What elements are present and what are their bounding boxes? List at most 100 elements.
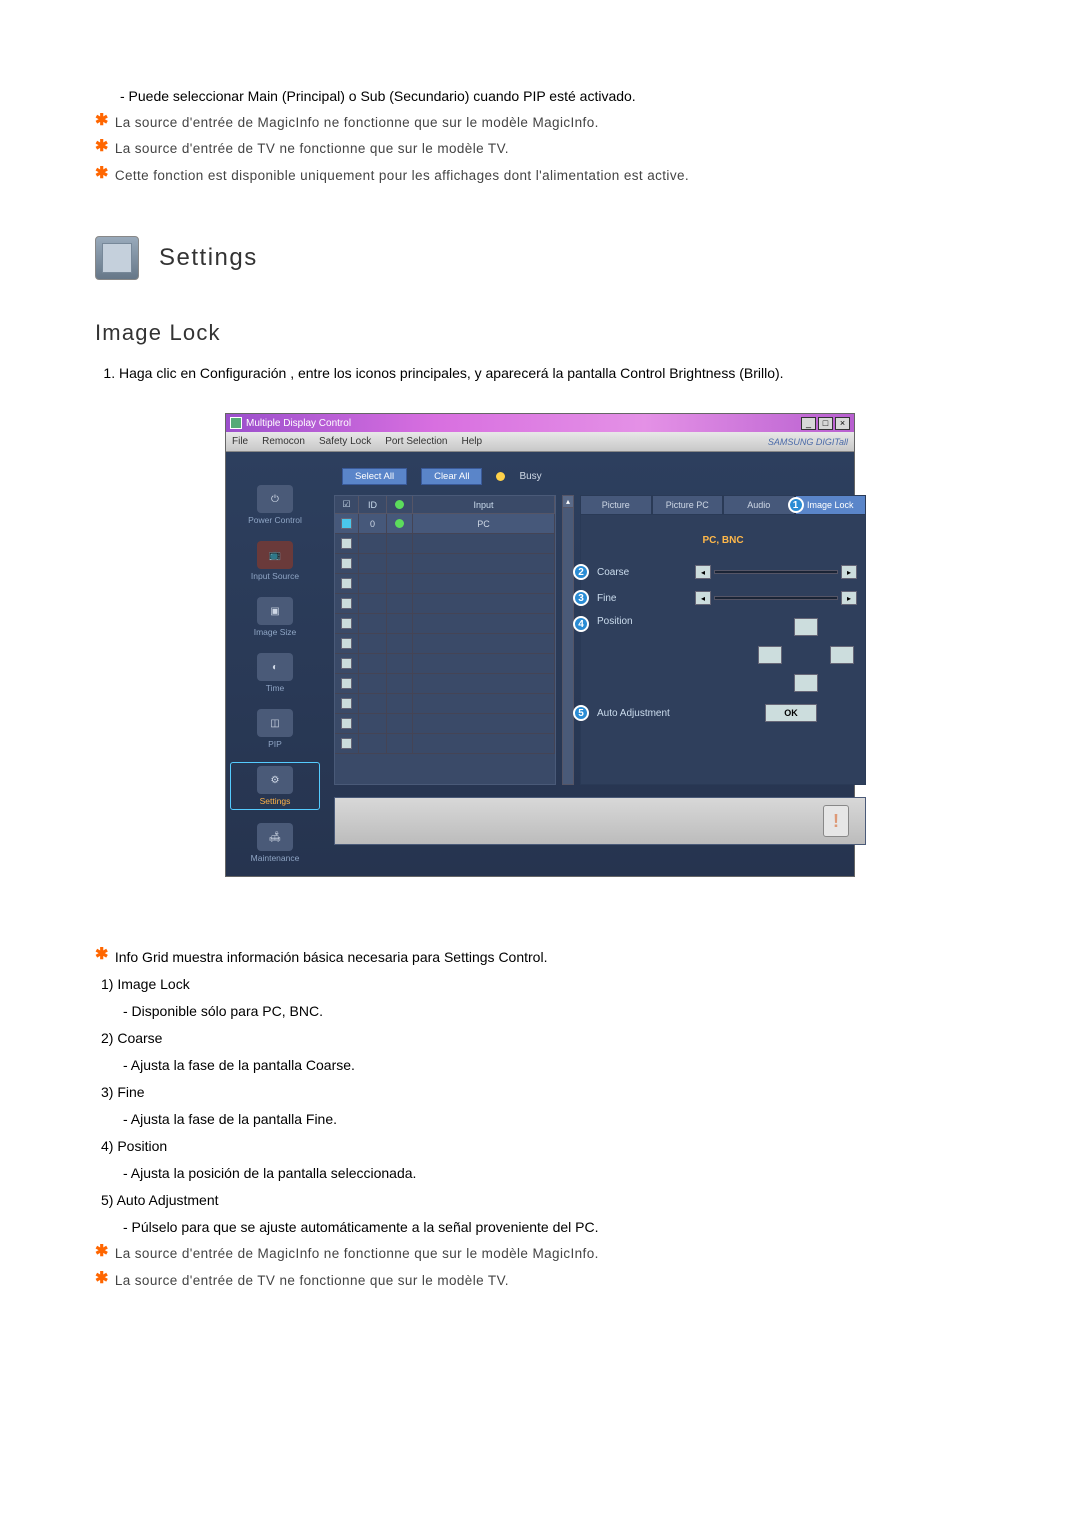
position-right-button[interactable] (830, 646, 854, 664)
subheading-image-lock: Image Lock (95, 320, 985, 346)
coarse-slider[interactable] (714, 570, 838, 574)
fine-increase-button[interactable]: ▸ (841, 591, 857, 605)
grid-scrollbar[interactable]: ▴ (562, 495, 574, 785)
sidebar-item-pip[interactable]: ◫PIP (230, 706, 320, 752)
table-row[interactable] (335, 654, 555, 674)
table-row[interactable] (335, 694, 555, 714)
position-down-button[interactable] (794, 674, 818, 692)
row-checkbox[interactable] (341, 578, 352, 589)
ok-button[interactable]: OK (765, 704, 817, 722)
menu-help[interactable]: Help (461, 436, 482, 447)
star-icon: ✱ (95, 166, 109, 182)
footer-item-num: 3) Fine (95, 1082, 985, 1103)
grid-header-id: ID (359, 496, 387, 513)
row-checkbox[interactable] (341, 558, 352, 569)
fine-slider[interactable] (714, 596, 838, 600)
coarse-decrease-button[interactable]: ◂ (695, 565, 711, 579)
sidebar-item-maintenance[interactable]: 🛋 Maintenance (230, 820, 320, 866)
grid-header-status (387, 496, 413, 513)
marker-4: 4 (573, 616, 589, 632)
sidebar-item-input-source[interactable]: 📺Input Source (230, 538, 320, 584)
menu-remocon[interactable]: Remocon (262, 436, 305, 447)
menu-file[interactable]: File (232, 436, 248, 447)
table-row[interactable] (335, 634, 555, 654)
footer-star-info-text: Info Grid muestra información básica nec… (115, 947, 548, 968)
coarse-increase-button[interactable]: ▸ (841, 565, 857, 579)
busy-indicator-icon (496, 472, 505, 481)
row-checkbox[interactable] (341, 658, 352, 669)
step-1: Haga clic en Configuración , entre los i… (119, 364, 985, 384)
table-row[interactable] (335, 534, 555, 554)
coarse-row: 2 Coarse ◂▸ (589, 564, 857, 580)
intro-star-3-text: Cette fonction est disponible uniquement… (115, 166, 689, 186)
settings-cube-icon (95, 236, 139, 280)
menubar: File Remocon Safety Lock Port Selection … (226, 432, 854, 452)
table-row[interactable] (335, 714, 555, 734)
size-icon: ▣ (257, 597, 293, 625)
row-checkbox[interactable] (341, 538, 352, 549)
menu-port-selection[interactable]: Port Selection (385, 436, 447, 447)
footer-star-info: ✱Info Grid muestra información básica ne… (95, 947, 985, 968)
titlebar: Multiple Display Control _ □ × (226, 414, 854, 432)
fine-decrease-button[interactable]: ◂ (695, 591, 711, 605)
tab-audio[interactable]: Audio (723, 495, 795, 515)
sidebar-item-image-size[interactable]: ▣ Image Size (230, 594, 320, 640)
grid-header-checkbox[interactable]: ☑ (335, 496, 359, 513)
footer-item-sub: - Disponible sólo para PC, BNC. (95, 1001, 985, 1022)
footer-item-num: 4) Position (95, 1136, 985, 1157)
maintenance-icon: 🛋 (257, 823, 293, 851)
grid-header-input: Input (413, 496, 555, 513)
sidebar-label: Time (266, 683, 285, 693)
app-window: Multiple Display Control _ □ × File Remo… (225, 413, 855, 877)
table-row[interactable]: 0 PC (335, 514, 555, 534)
position-label: Position (597, 616, 687, 627)
footer-item-num: 1) Image Lock (95, 974, 985, 995)
close-button[interactable]: × (835, 417, 850, 430)
minimize-button[interactable]: _ (801, 417, 816, 430)
row-checkbox[interactable] (341, 638, 352, 649)
scroll-up-icon[interactable]: ▴ (563, 496, 573, 508)
menu-safety-lock[interactable]: Safety Lock (319, 436, 371, 447)
row-checkbox[interactable] (341, 698, 352, 709)
pip-icon: ◫ (257, 709, 293, 737)
table-row[interactable] (335, 734, 555, 754)
position-up-button[interactable] (794, 618, 818, 636)
select-all-button[interactable]: Select All (342, 468, 407, 485)
maximize-button[interactable]: □ (818, 417, 833, 430)
table-row[interactable] (335, 614, 555, 634)
sidebar-label: Image Size (254, 627, 297, 637)
position-row: 4 Position (589, 616, 857, 694)
power-icon: ⏻ (257, 485, 293, 513)
row-checkbox[interactable] (341, 598, 352, 609)
row-checkbox[interactable] (341, 678, 352, 689)
tab-image-lock[interactable]: 1Image Lock (795, 495, 867, 515)
status-dot-icon (395, 519, 404, 528)
sidebar-item-power-control[interactable]: ⏻Power Control (230, 482, 320, 528)
clear-all-button[interactable]: Clear All (421, 468, 482, 485)
table-row[interactable] (335, 554, 555, 574)
position-left-button[interactable] (758, 646, 782, 664)
tab-picture[interactable]: Picture (580, 495, 652, 515)
intro-star-2-text: La source d'entrée de TV ne fonctionne q… (115, 139, 509, 159)
star-icon: ✱ (95, 113, 109, 129)
sidebar-label: Maintenance (251, 853, 300, 863)
row-checkbox[interactable] (341, 618, 352, 629)
sidebar-item-time[interactable]: ◐ Time (230, 650, 320, 696)
source-label: PC, BNC (589, 535, 857, 546)
star-icon: ✱ (95, 1244, 109, 1260)
intro-star-1: ✱La source d'entrée de MagicInfo ne fonc… (95, 113, 985, 133)
sidebar-item-settings[interactable]: ⚙Settings (230, 762, 320, 810)
time-icon: ◐ (257, 653, 293, 681)
footer-item-sub: - Ajusta la fase de la pantalla Fine. (95, 1109, 985, 1130)
intro-star-2: ✱ La source d'entrée de TV ne fonctionne … (95, 139, 985, 159)
table-row[interactable] (335, 594, 555, 614)
row-checkbox[interactable] (341, 738, 352, 749)
star-icon: ✱ (95, 139, 109, 155)
table-row[interactable] (335, 674, 555, 694)
row-checkbox[interactable] (341, 518, 352, 529)
row-checkbox[interactable] (341, 718, 352, 729)
footer-item-num: 2) Coarse (95, 1028, 985, 1049)
coarse-label: Coarse (597, 567, 687, 578)
table-row[interactable] (335, 574, 555, 594)
tab-picture-pc[interactable]: Picture PC (652, 495, 724, 515)
